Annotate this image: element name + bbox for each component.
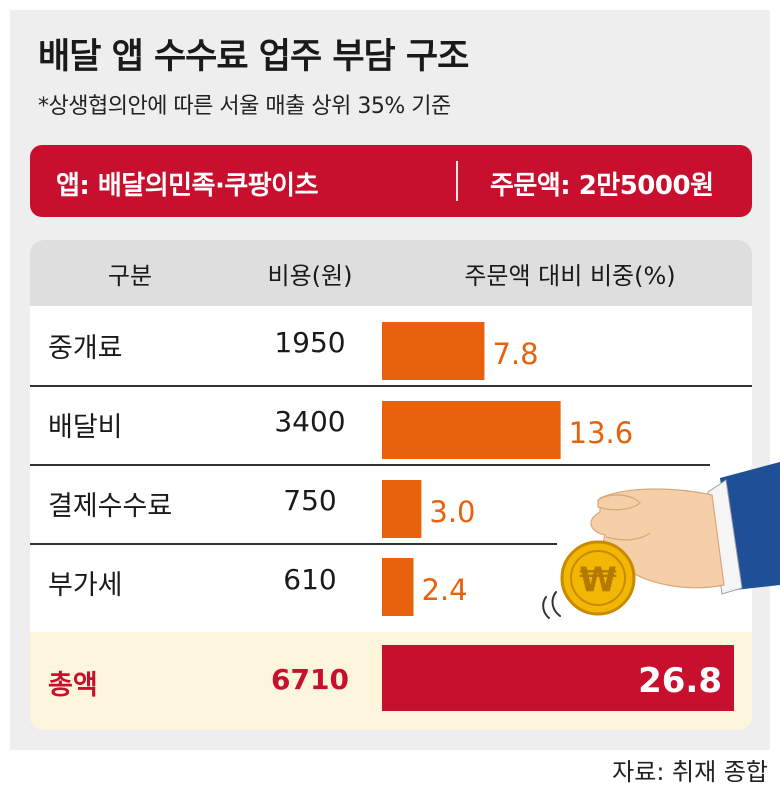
bar-0	[382, 322, 485, 380]
column-header-category: 구분	[107, 262, 153, 290]
row-label-payment-fee: 결제수수료	[48, 491, 173, 522]
cost-value-brokerage-fee: 1950	[274, 326, 346, 359]
row-divider	[30, 385, 752, 387]
row-label-vat: 부가세	[48, 570, 123, 601]
row-divider	[30, 464, 710, 466]
chart-subtitle: *상생협의안에 따른 서울 매출 상위 35% 기준	[38, 94, 451, 119]
row-label-total: 총액	[48, 670, 98, 701]
bar-2	[382, 480, 422, 538]
cost-value-payment-fee: 750	[283, 484, 337, 517]
bar-chart: 7.8 13.6 3.0 2.4 26.8	[382, 322, 734, 711]
row-divider	[30, 543, 557, 545]
bar-1	[382, 401, 561, 459]
chart-title: 배달 앱 수수료 업주 부담 구조	[38, 37, 469, 77]
cost-value-total: 6710	[271, 663, 349, 696]
cost-value-vat: 610	[283, 563, 337, 596]
source-note: 자료: 취재 종합	[612, 758, 768, 786]
bar-total	[382, 645, 734, 711]
column-header-ratio: 주문액 대비 비중(%)	[464, 262, 676, 290]
data-label-1: 13.6	[569, 416, 634, 450]
table-header: 구분 비용(원) 주문액 대비 비중(%)	[30, 240, 752, 306]
bar-3	[382, 558, 414, 616]
banner-divider	[456, 161, 458, 201]
column-header-cost: 비용(원)	[267, 262, 353, 290]
info-banner: 앱: 배달의민족·쿠팡이츠 주문액: 2만5000원	[30, 145, 752, 217]
data-label-total: 26.8	[638, 661, 722, 701]
data-label-2: 3.0	[429, 495, 475, 529]
data-label-3: 2.4	[422, 573, 468, 607]
banner-order-amount: 주문액: 2만5000원	[490, 171, 714, 201]
data-table: 구분 비용(원) 주문액 대비 비중(%) 중개료 배달비 결제수수료 부가세 …	[30, 240, 752, 730]
banner-app: 앱: 배달의민족·쿠팡이츠	[56, 171, 319, 201]
cost-value-delivery-fee: 3400	[274, 405, 346, 438]
data-label-0: 7.8	[492, 337, 538, 371]
row-label-delivery-fee: 배달비	[48, 412, 123, 443]
row-label-brokerage-fee: 중개료	[48, 333, 123, 364]
